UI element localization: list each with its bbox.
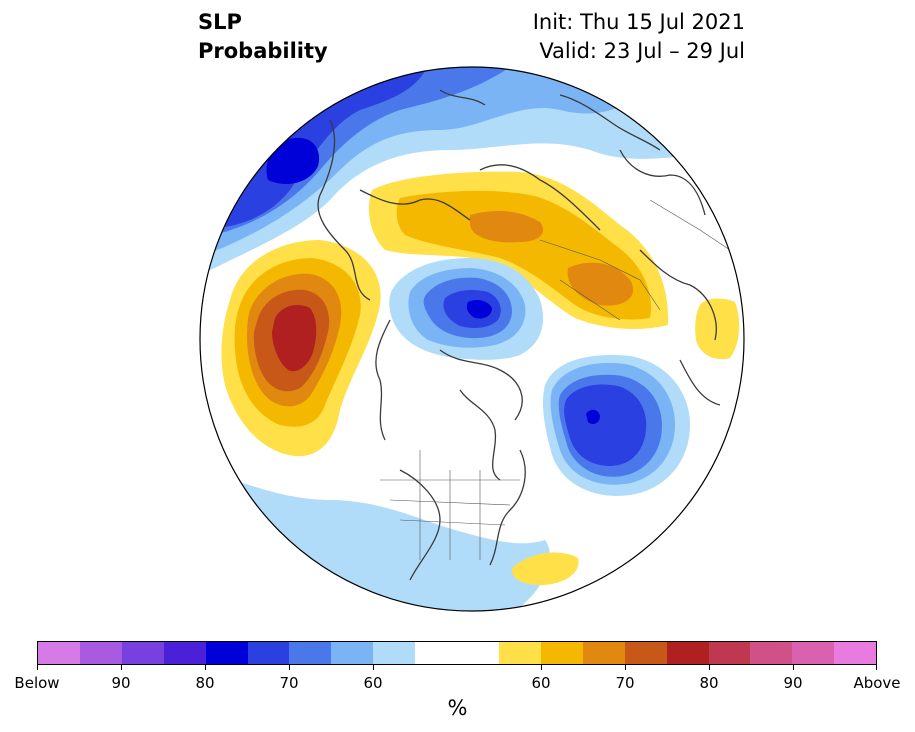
colorbar-tick-label: 80 (699, 674, 719, 692)
colorbar-tick-label: 90 (111, 674, 131, 692)
colorbar-tick-label: 70 (615, 674, 635, 692)
colorbar-tick (373, 665, 374, 670)
probability-colorbar (37, 641, 877, 665)
colorbar-swatch (666, 642, 709, 664)
probability-field (200, 67, 744, 611)
below-region-arctic-90 (466, 300, 492, 319)
colorbar-swatch (498, 642, 541, 664)
colorbar-tick (541, 665, 542, 670)
colorbar-unit-label: % (447, 696, 468, 720)
colorbar-swatch (624, 642, 667, 664)
init-date-label: Init: Thu 15 Jul 2021 (532, 10, 745, 34)
colorbar-swatch (121, 642, 164, 664)
above-region-siberia-70b (567, 262, 634, 306)
map-title-right: Init: Thu 15 Jul 2021 Valid: 23 Jul – 29… (533, 8, 745, 66)
colorbar-swatch (750, 642, 793, 664)
colorbar-tick (289, 665, 290, 670)
colorbar-swatch (457, 642, 499, 664)
political-boundaries (380, 199, 731, 560)
colorbar-swatch (247, 642, 290, 664)
colorbar-swatch (834, 642, 877, 664)
colorbar-tick-label: 70 (279, 674, 299, 692)
colorbar-swatch (373, 642, 416, 664)
colorbar-swatch (163, 642, 206, 664)
colorbar-tick-label: Below (14, 674, 60, 692)
map-boundary (199, 66, 745, 612)
colorbar-tick-label: 60 (363, 674, 383, 692)
colorbar-tick (709, 665, 710, 670)
colorbar-swatch (415, 642, 458, 664)
colorbar-swatch (289, 642, 332, 664)
valid-range-label: Valid: 23 Jul – 29 Jul (539, 39, 745, 63)
colorbar-swatch (38, 642, 80, 664)
colorbar-tick (625, 665, 626, 670)
colorbar-tick (121, 665, 122, 670)
polar-map (199, 66, 745, 612)
colorbar-tick (793, 665, 794, 670)
colorbar-tick-label: 80 (195, 674, 215, 692)
below-region-north-atlantic-80 (564, 384, 647, 466)
above-region-siberia-70 (470, 210, 544, 243)
above-region-north-pacific-80 (272, 305, 317, 372)
below-region-north-atlantic-90 (586, 409, 600, 424)
colorbar-swatch (582, 642, 625, 664)
colorbar-tick (876, 665, 877, 670)
colorbar-swatch (331, 642, 374, 664)
colorbar-ticks (37, 665, 877, 673)
colorbar-tick-label: 90 (783, 674, 803, 692)
colorbar-tick (205, 665, 206, 670)
above-region-north-america-east (511, 552, 579, 585)
colorbar-swatch (205, 642, 248, 664)
colorbar-tick-labels: Below 90 80 70 60 60 70 80 90 Above (14, 674, 900, 694)
colorbar-swatch (540, 642, 583, 664)
colorbar-tick (37, 665, 38, 670)
below-region-north-pacific-90 (266, 137, 320, 185)
colorbar-swatch (708, 642, 751, 664)
product-label: Probability (198, 39, 328, 63)
coastlines (317, 89, 721, 581)
map-title-left: SLP Probability (198, 8, 328, 66)
colorbar-tick-label: Above (853, 674, 901, 692)
above-region-europe-small (695, 298, 740, 360)
variable-label: SLP (198, 10, 242, 34)
colorbar-tick-label: 60 (531, 674, 551, 692)
colorbar-swatch (79, 642, 122, 664)
colorbar-swatch (792, 642, 835, 664)
